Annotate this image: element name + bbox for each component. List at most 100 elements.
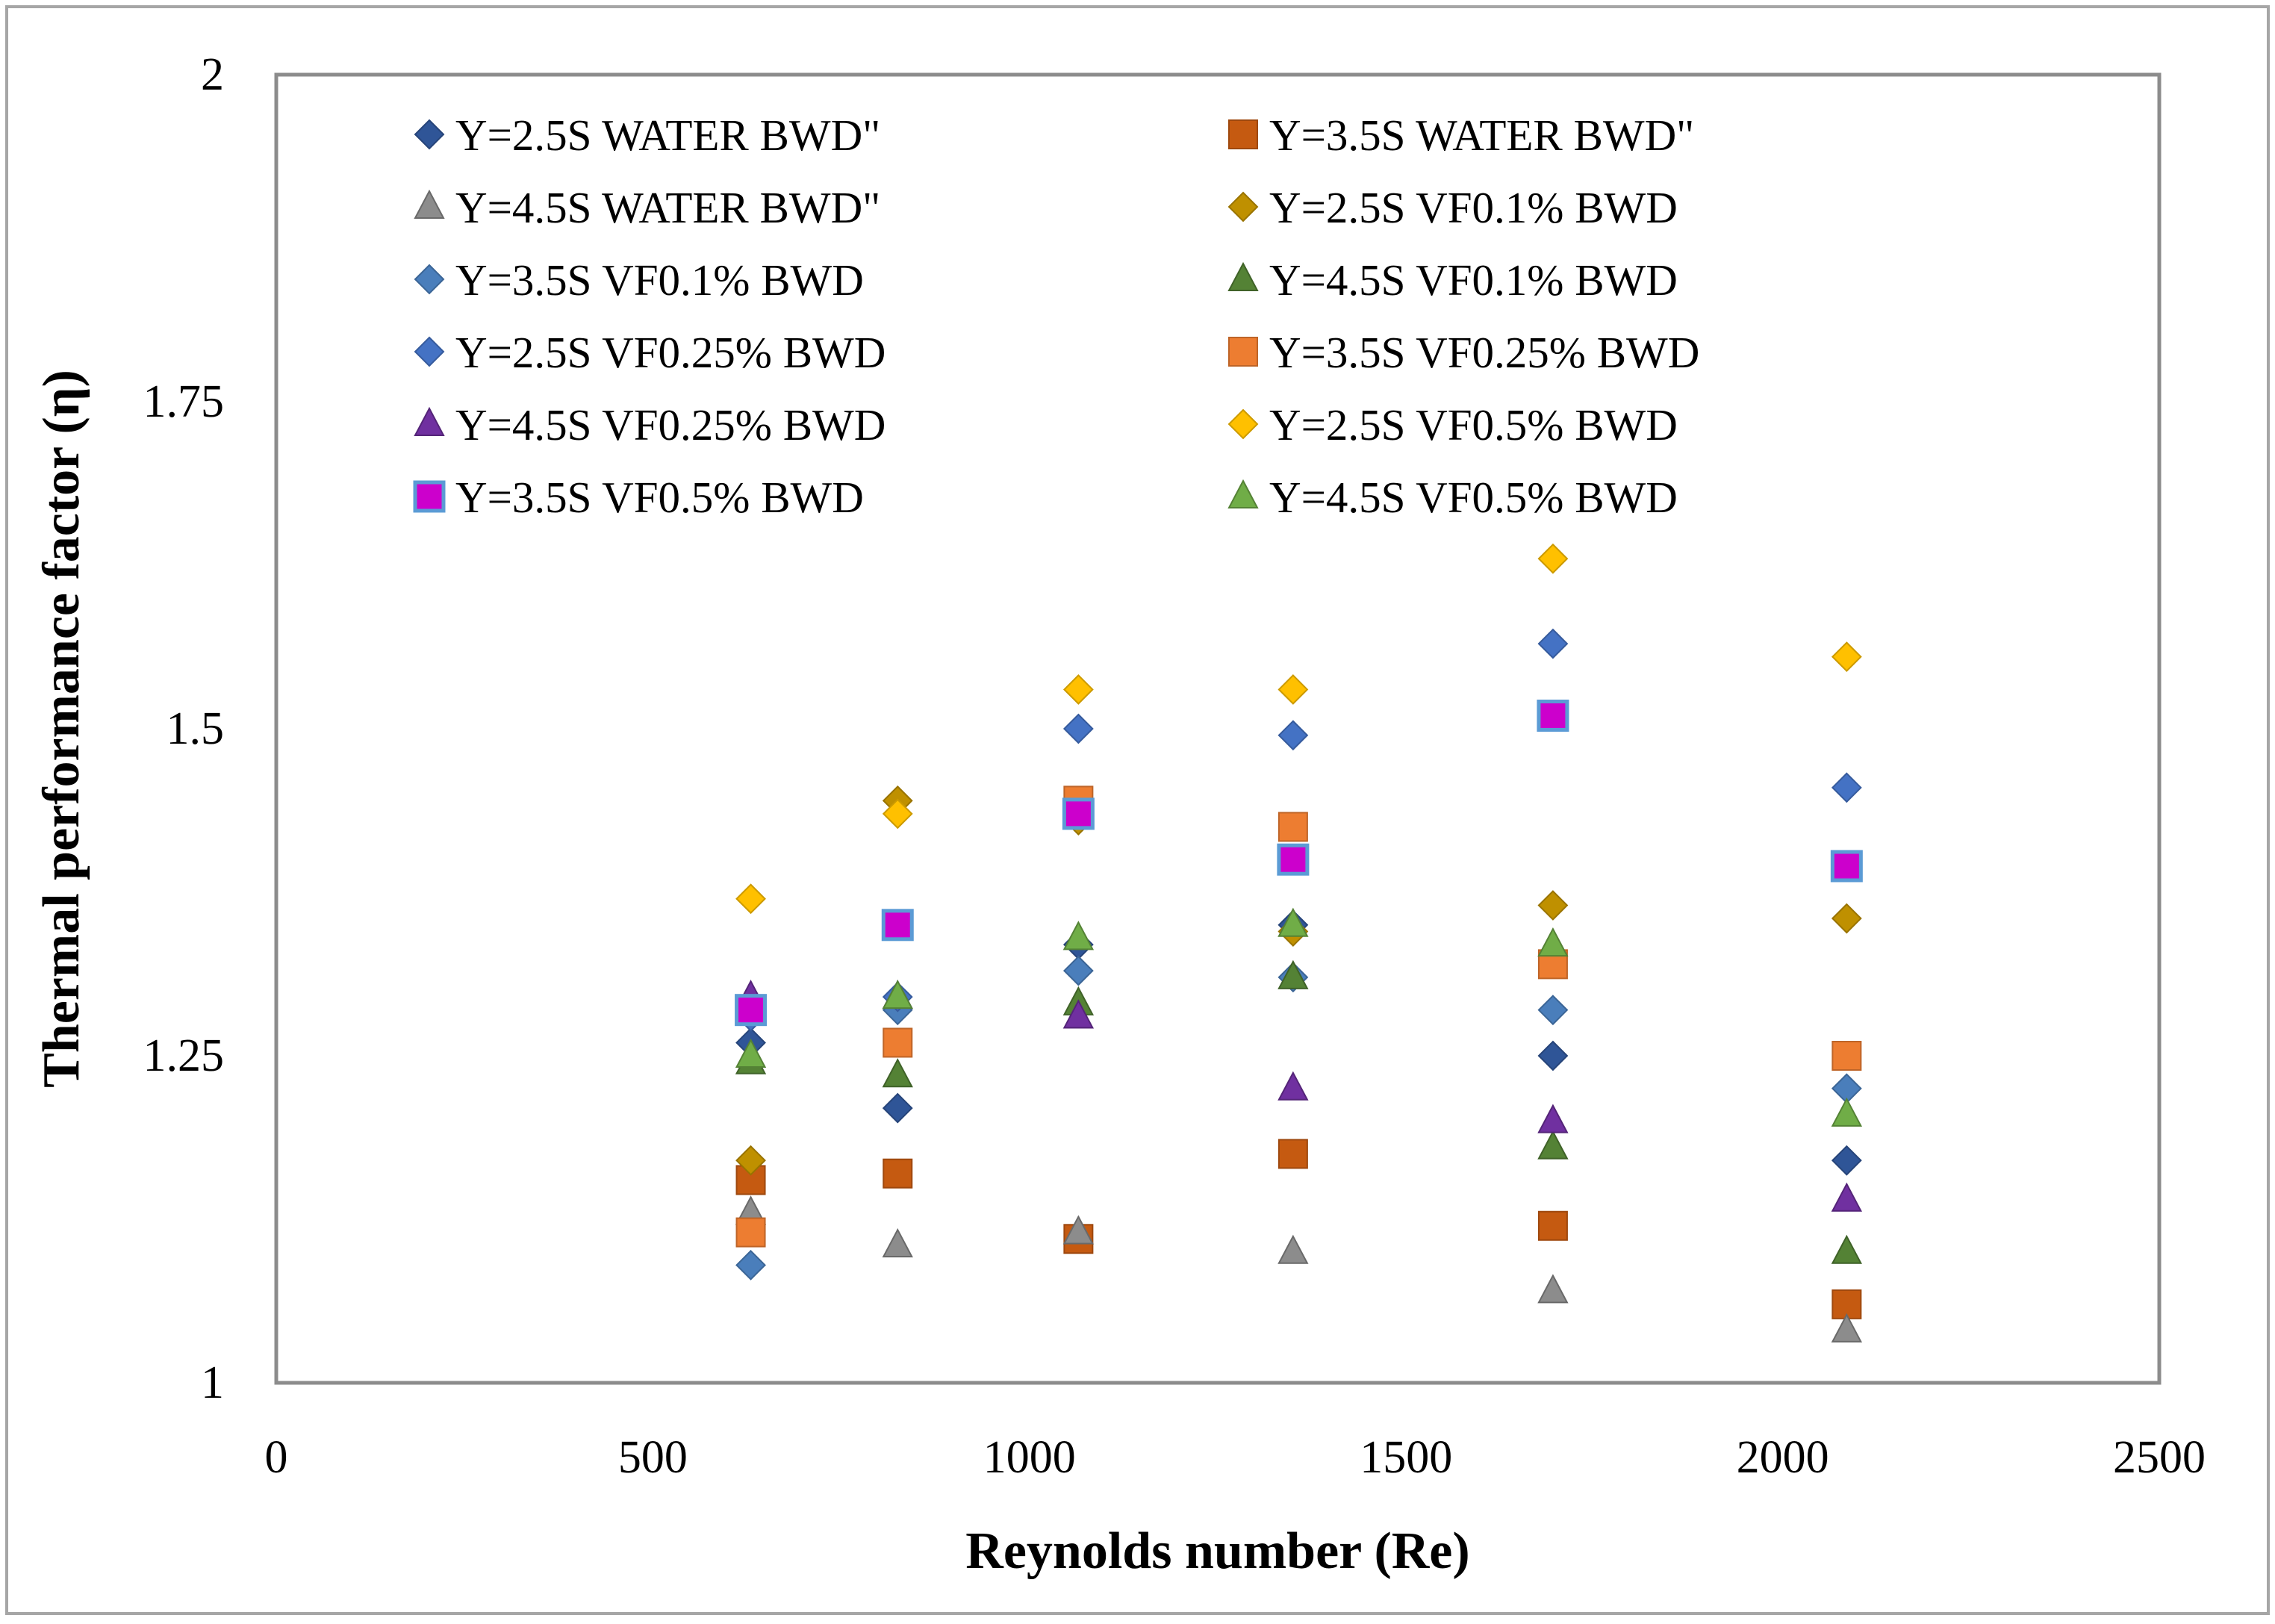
data-point [1537, 1104, 1569, 1133]
y-tick-label: 1.25 [143, 1030, 225, 1081]
series-12 [735, 907, 1863, 1127]
series-11 [735, 699, 1863, 1027]
data-point [1831, 1182, 1863, 1212]
series-10 [735, 543, 1862, 915]
data-point [1062, 674, 1094, 705]
data-point [1537, 628, 1569, 659]
data-point [882, 1092, 913, 1124]
data-point [1062, 999, 1095, 1029]
series-8 [735, 785, 1862, 1248]
x-axis-title: Reynolds number (Re) [965, 1522, 1469, 1580]
legend-label: Y=4.5S WATER BWD" [455, 183, 880, 232]
data-point [1537, 543, 1569, 574]
x-tick-label: 2000 [1737, 1432, 1829, 1483]
legend-marker [1227, 191, 1259, 223]
chart-area-border [5, 5, 2270, 1615]
data-point [882, 798, 913, 830]
data-point [1831, 1041, 1862, 1071]
data-point [1062, 955, 1094, 986]
data-point [1062, 713, 1094, 744]
data-point [735, 883, 766, 915]
legend-marker [1227, 408, 1259, 440]
legend-label: Y=3.5S WATER BWD" [1269, 111, 1694, 160]
data-point [1831, 772, 1862, 803]
data-point [1537, 1040, 1569, 1071]
y-axis-title: Thermal performance factor (η) [33, 370, 90, 1088]
legend: Y=2.5S WATER BWD" Y=3.5S WATER BWD" Y=4.5S… [413, 111, 1699, 522]
data-point [1277, 1139, 1308, 1169]
legend-marker [414, 189, 445, 219]
data-point [1537, 890, 1569, 921]
data-point [1277, 720, 1309, 751]
plot-area-border [274, 72, 2162, 1385]
x-tick-label: 1000 [983, 1432, 1076, 1483]
legend-label: Y=3.5S VF0.5% BWD [455, 473, 864, 522]
data-point [1062, 797, 1095, 830]
data-point [1277, 812, 1308, 842]
legend-label: Y=2.5S VF0.5% BWD [1269, 400, 1678, 449]
data-point [1277, 1234, 1309, 1264]
data-point [1277, 959, 1309, 989]
data-point [883, 1158, 913, 1189]
x-tick-label: 2500 [2113, 1432, 2206, 1483]
series-3 [735, 1195, 1863, 1343]
data-point [1537, 1130, 1569, 1160]
legend-label: Y=3.5S VF0.25% BWD [1269, 328, 1699, 377]
data-point [1830, 850, 1863, 883]
legend-label: Y=3.5S VF0.1% BWD [455, 255, 864, 305]
legend-marker [1227, 261, 1259, 291]
legend-label: Y=4.5S VF0.1% BWD [1269, 255, 1678, 305]
x-tick-label: 1500 [1360, 1432, 1452, 1483]
x-axis-ticks: 0 500 1000 1500 2000 2500 [265, 1432, 2206, 1483]
data-point [735, 1249, 766, 1281]
data-point [1537, 699, 1569, 732]
data-point [881, 909, 914, 942]
data-point [735, 994, 768, 1027]
data-point [735, 1145, 766, 1176]
data-point [1537, 927, 1569, 957]
data-point [735, 1038, 767, 1068]
y-tick-label: 1.5 [166, 703, 225, 754]
data-point [882, 1228, 913, 1258]
data-point [882, 1058, 913, 1088]
x-tick-label: 0 [265, 1432, 288, 1483]
data-point [1062, 921, 1095, 951]
legend-marker [1227, 479, 1259, 508]
legend-marker [414, 336, 445, 367]
legend-label: Y=4.5S VF0.25% BWD [455, 400, 886, 449]
data-point [1277, 674, 1309, 705]
legend-marker [414, 119, 445, 150]
data-point [1277, 1071, 1309, 1101]
series-1 [735, 909, 1862, 1176]
data-point [1277, 907, 1309, 937]
data-point [882, 980, 913, 1009]
y-axis-ticks: 1 1.25 1.5 1.75 2 [143, 49, 225, 1408]
data-point [1537, 1210, 1568, 1241]
legend-label: Y=4.5S VF0.5% BWD [1269, 473, 1678, 522]
data-point [735, 1217, 766, 1248]
data-point [1537, 1274, 1569, 1304]
data-point [1831, 1313, 1863, 1343]
legend-marker [414, 264, 445, 295]
y-tick-label: 1.75 [143, 376, 225, 427]
legend-label: Y=2.5S VF0.25% BWD [455, 328, 886, 377]
data-point [1062, 1215, 1095, 1245]
data-point [1831, 1097, 1863, 1127]
data-point [1831, 1145, 1862, 1176]
data-point [1831, 903, 1862, 934]
data-point [1831, 1234, 1863, 1264]
data-point [1831, 641, 1862, 673]
data-point [883, 1027, 913, 1058]
x-tick-label: 500 [618, 1432, 688, 1483]
y-tick-label: 2 [201, 49, 224, 100]
legend-marker [1228, 337, 1258, 367]
legend-marker [413, 480, 446, 513]
legend-label: Y=2.5S VF0.1% BWD [1269, 183, 1678, 232]
data-points [735, 543, 1863, 1343]
data-point [1537, 995, 1569, 1026]
data-point [1277, 843, 1310, 876]
legend-label: Y=2.5S WATER BWD" [455, 111, 880, 160]
legend-marker [1228, 119, 1258, 149]
